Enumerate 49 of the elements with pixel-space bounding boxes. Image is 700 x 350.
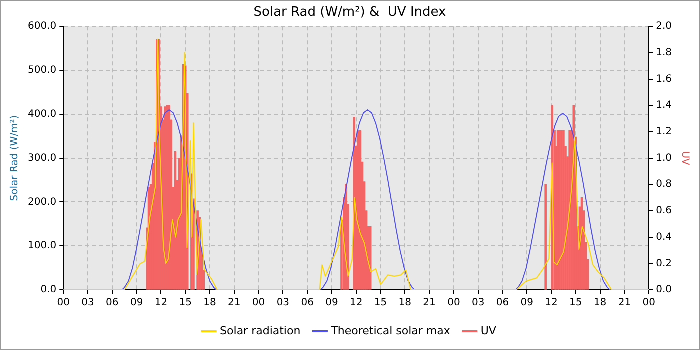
legend-label: UV [480,324,497,338]
y-tick-label: 100.0 [28,240,57,252]
x-tick-label: 00 [448,298,460,309]
x-tick-label: 09 [130,298,144,309]
y-axis-title: Solar Rad (W/m²) [10,115,21,202]
y2-axis-title: UV [679,151,690,166]
x-tick-label: 21 [423,298,436,309]
y2-tick-label: 0.4 [656,232,672,243]
y2-tick-label: 1.8 [656,48,672,59]
x-tick-label: 15 [570,298,582,309]
y-tick-label: 300.0 [28,152,57,164]
x-tick-label: 03 [472,298,485,309]
x-tick-label: 03 [276,298,290,309]
x-tick-label: 21 [228,298,241,309]
legend-label: Solar radiation [220,324,301,338]
x-tick-label: 15 [179,298,192,309]
x-tick-label: 00 [252,298,266,309]
x-tick-label: 09 [326,298,338,309]
x-tick-label: 06 [496,298,510,309]
x-tick-label: 12 [545,298,558,309]
x-tick-label: 18 [204,298,216,309]
y2-tick-label: 1.4 [656,100,672,112]
y2-tick-label: 1.2 [656,126,672,138]
y-tick-label: 500.0 [28,65,57,76]
y-tick-label: 600.0 [28,21,57,32]
x-tick-label: 21 [618,298,632,309]
x-tick-label: 09 [520,298,534,309]
x-tick-label: 15 [374,298,388,309]
x-tick-label: 00 [642,298,656,309]
y-tick-label: 400.0 [28,108,57,120]
y2-tick-label: 0.0 [656,284,672,296]
y2-tick-label: 0.8 [656,179,672,190]
x-tick-label: 12 [350,298,363,309]
x-tick-label: 00 [57,298,70,309]
y2-tick-label: 1.0 [656,152,672,164]
y-tick-label: 200.0 [28,196,57,208]
y-tick-label: 0.0 [40,284,57,296]
x-tick-label: 03 [82,298,94,309]
y2-tick-label: 0.2 [656,258,672,270]
x-tick-label: 18 [594,298,607,309]
y2-tick-label: 0.6 [656,206,672,217]
x-tick-label: 12 [154,298,168,309]
x-tick-label: 06 [301,298,314,309]
x-tick-label: 18 [398,298,412,309]
y2-tick-label: 2.0 [656,21,672,32]
x-tick-label: 06 [106,298,119,309]
y2-tick-label: 1.6 [656,74,672,85]
chart-title: Solar Rad (W/m²) & UV Index [254,5,447,20]
legend-label: Theoretical solar max [330,324,451,338]
